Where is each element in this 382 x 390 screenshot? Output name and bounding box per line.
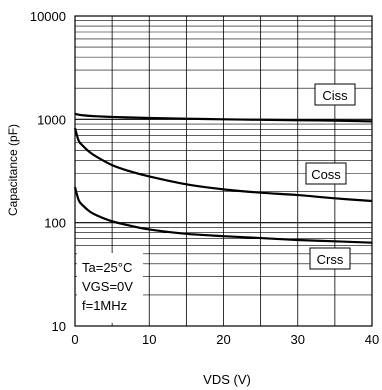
x-tick-label: 40: [365, 332, 379, 347]
y-tick-label: 10: [52, 319, 66, 334]
svg-text:Coss: Coss: [311, 167, 341, 182]
series-label-coss: Coss: [305, 162, 347, 185]
x-tick-label: 20: [216, 332, 230, 347]
series-layer: [73, 112, 373, 244]
svg-text:Ciss: Ciss: [322, 88, 348, 103]
series-line-ciss: [74, 112, 373, 123]
conditions-box: Ta=25°C VGS=0V f=1MHz: [77, 253, 143, 323]
condition-temperature: Ta=25°C: [82, 260, 132, 275]
y-axis-label: Capacitance (pF): [6, 124, 20, 216]
condition-vgs: VGS=0V: [82, 279, 133, 294]
svg-text:Crss: Crss: [317, 252, 344, 267]
x-axis-label: VDS (V): [203, 372, 251, 387]
plot-frame: [74, 15, 373, 327]
condition-frequency: f=1MHz: [82, 298, 127, 313]
tick-labels: 0 10 20 30 40 10 100 1000 10000: [30, 9, 379, 347]
y-tick-label: 1000: [37, 112, 66, 127]
x-tick-label: 30: [291, 332, 305, 347]
y-tick-label: 10000: [30, 9, 66, 24]
x-tick-label: 0: [71, 332, 78, 347]
series-label-crss: Crss: [309, 247, 351, 270]
series-line-crss: [73, 186, 373, 244]
x-tick-label: 10: [142, 332, 156, 347]
y-tick-label: 100: [44, 216, 66, 231]
series-label-ciss: Ciss: [314, 83, 356, 106]
series-line-coss: [73, 127, 373, 203]
series-labels: Ciss Coss Crss: [305, 83, 356, 270]
